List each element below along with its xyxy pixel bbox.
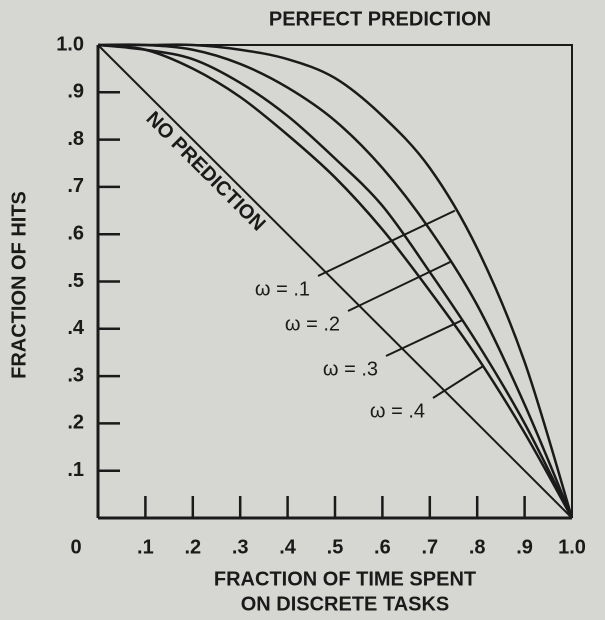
leader-line [347, 261, 451, 312]
series-line [98, 43, 574, 519]
y-tick-label: .8 [67, 128, 84, 150]
y-tick-label: .3 [67, 364, 84, 386]
x-tick-label: .1 [137, 536, 154, 558]
series-label: ω = .3 [323, 358, 378, 380]
series-label: NO PREDICTION [142, 108, 270, 236]
y-tick-label: .1 [67, 459, 84, 481]
x-tick-label: .8 [469, 536, 486, 558]
y-tick-label: .9 [67, 81, 84, 103]
leader-line [317, 209, 456, 277]
y-tick-label: 1.0 [56, 33, 84, 55]
x-tick-label: .5 [327, 536, 344, 558]
x-tick-label: .2 [184, 536, 201, 558]
x-tick-label: .6 [374, 536, 391, 558]
x-tick-label: .4 [279, 536, 297, 558]
series-label: ω = .1 [255, 278, 310, 300]
series-line [97, 43, 574, 519]
leader-line [385, 319, 463, 357]
y-tick-label: .4 [67, 317, 85, 339]
x-tick-label: 1.0 [558, 536, 586, 558]
x-tick-label: 0 [70, 536, 81, 558]
series-line [97, 44, 573, 519]
x-axis-label: ON DISCRETE TASKS [241, 593, 450, 615]
y-tick-label: .2 [67, 412, 84, 434]
series-label: PERFECT PREDICTION [269, 8, 491, 30]
leader-line [432, 365, 484, 399]
y-tick-label: .5 [67, 270, 84, 292]
x-tick-label: .3 [232, 536, 249, 558]
y-tick-label: .6 [67, 222, 84, 244]
series-line [97, 43, 574, 519]
y-axis-label: FRACTION OF HITS [8, 191, 30, 379]
series-line [98, 44, 573, 518]
series-label: ω = .2 [285, 313, 340, 335]
x-tick-label: .7 [421, 536, 438, 558]
y-tick-label: .7 [67, 175, 84, 197]
x-tick-label: .9 [516, 536, 533, 558]
series-line [97, 43, 574, 519]
x-axis-label: FRACTION OF TIME SPENT [214, 568, 476, 590]
series-label: ω = .4 [370, 400, 425, 422]
